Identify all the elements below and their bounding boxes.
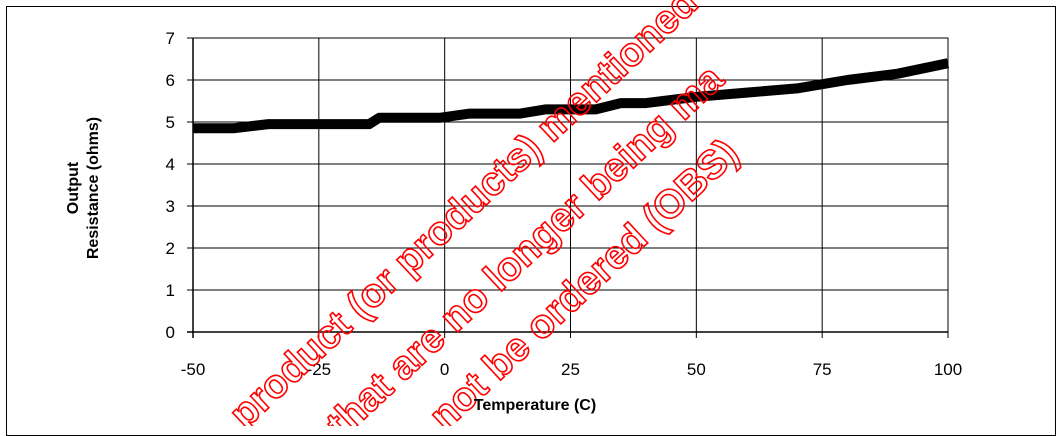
y-axis-title-line-1: Output (65, 161, 82, 214)
y-tick-label-6: 6 (166, 71, 175, 90)
y-tick-label-1: 1 (166, 281, 175, 300)
x-tick-label--25: -25 (307, 360, 332, 379)
axes (187, 37, 949, 338)
y-tick-label-3: 3 (166, 197, 175, 216)
tick-labels: 0 1 2 3 4 5 6 7 -50 -25 0 25 50 75 100 (166, 29, 963, 379)
x-tick-label-0: 0 (440, 360, 449, 379)
x-tick-label-25: 25 (561, 360, 580, 379)
y-axis-title-line-2: Resistance (ohms) (85, 117, 102, 259)
y-tick-label-2: 2 (166, 239, 175, 258)
x-tick-label-75: 75 (813, 360, 832, 379)
y-tick-label-0: 0 (166, 323, 175, 342)
x-tick-label-100: 100 (934, 360, 962, 379)
x-axis-title: Temperature (C) (474, 397, 596, 414)
x-tick-label-50: 50 (687, 360, 706, 379)
y-tick-label-4: 4 (166, 155, 175, 174)
y-tick-label-5: 5 (166, 113, 175, 132)
x-tick-label--50: -50 (181, 360, 206, 379)
y-tick-label-7: 7 (166, 29, 175, 48)
series-line (193, 58, 950, 134)
